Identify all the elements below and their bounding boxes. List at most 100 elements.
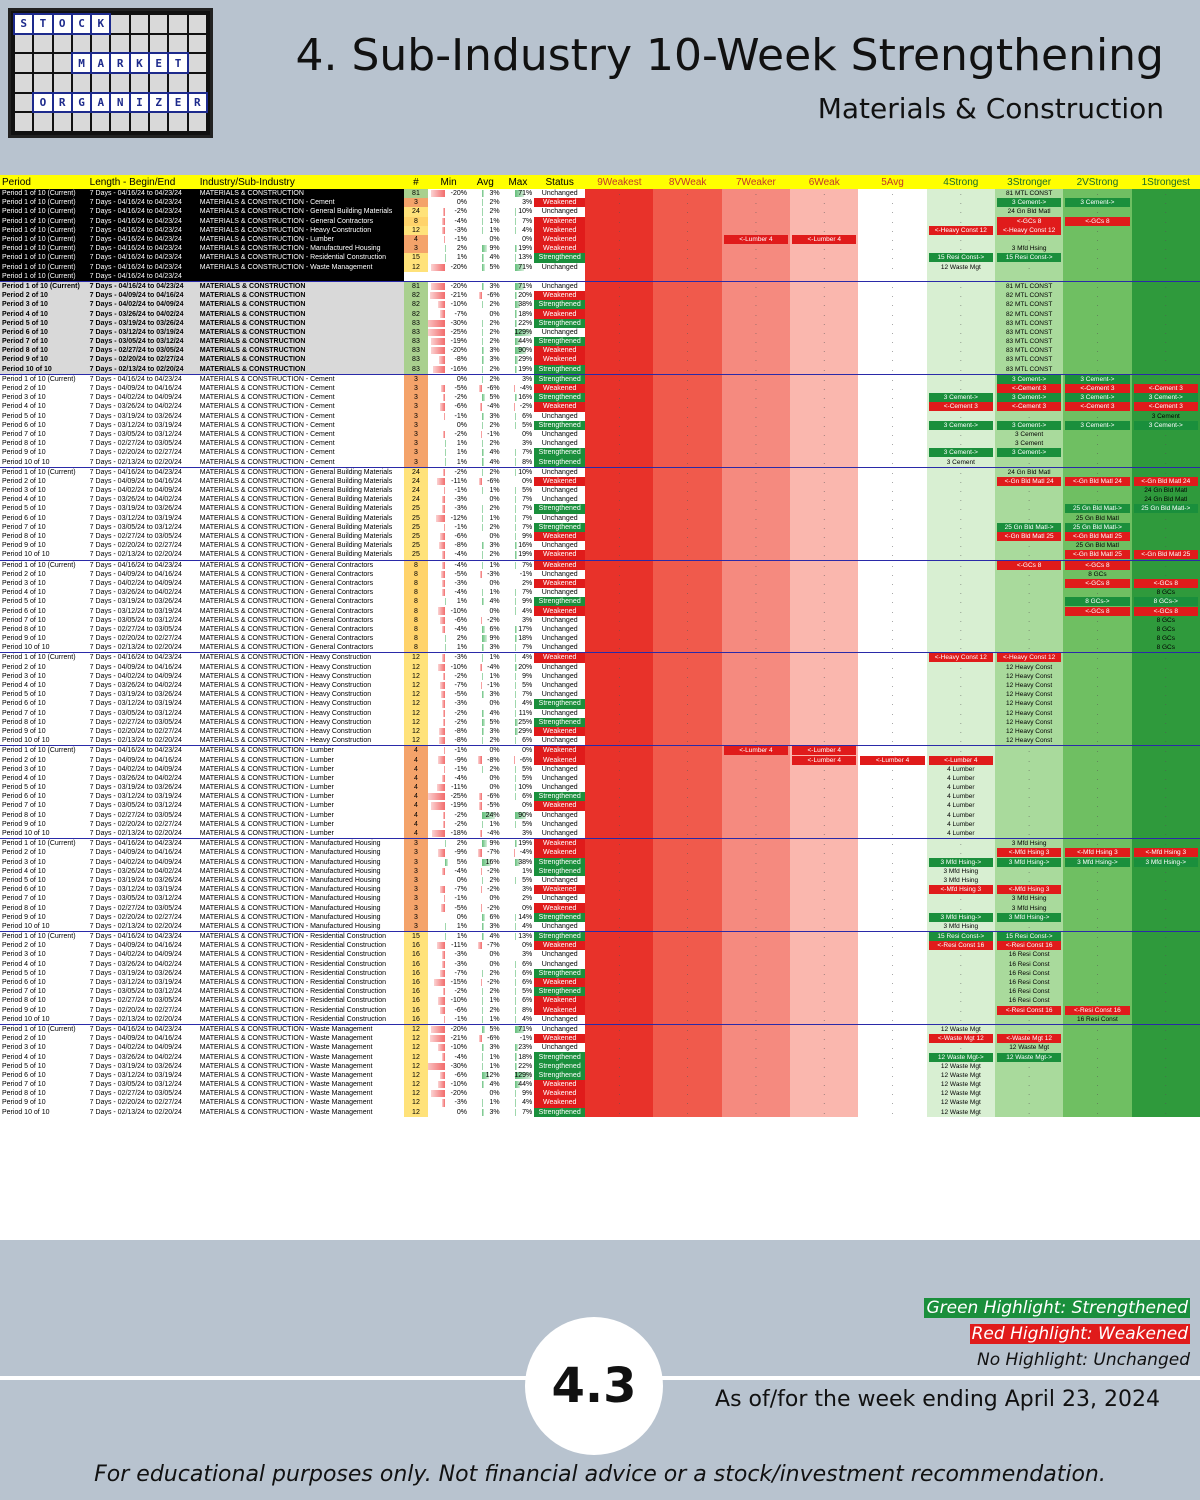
strength-bucket-cell: . [585,559,654,570]
pct-value: -1% [454,236,467,244]
max-cell: 5% [502,765,535,774]
strength-bucket-cell: <-Lumber 4 [721,745,791,756]
empty-marker: . [686,774,689,782]
empty-marker: . [1096,933,1099,941]
empty-marker: . [959,533,962,541]
industry-cell: MATERIALS & CONSTRUCTION - Lumber [199,756,334,764]
strength-bucket-cell: . [721,634,791,644]
databar [514,365,518,373]
empty-marker: . [823,811,826,819]
strength-bucket-cell: 83 MTL CONST [994,337,1064,347]
pct-value: 2% [489,765,500,773]
column-header: Length - Begin/End [87,175,198,189]
period-cell: Period 8 of 10 [2,1090,46,1098]
logo-cell: M [70,52,93,74]
strength-bucket-cell: . [1063,615,1132,625]
empty-marker: . [891,700,894,708]
empty-marker: . [686,430,689,438]
empty-marker: . [823,551,826,559]
length-cell: 7 Days - 02/13/24 to 02/20/24 [89,458,182,466]
strength-bucket-cell: . [858,198,927,208]
databar [514,978,516,987]
databar [514,561,516,569]
pct-value: 1% [489,217,500,225]
empty-marker: . [618,458,621,466]
empty-marker: . [823,635,826,643]
pct-value: 22% [518,319,533,327]
databar [482,523,484,531]
empty-marker: . [686,942,689,950]
empty-marker: . [754,756,757,764]
empty-marker: . [959,365,962,373]
strength-bucket-cell: . [721,885,791,895]
strength-bucket-cell: . [858,624,927,634]
empty-marker: . [754,328,757,336]
industry-cell: MATERIALS & CONSTRUCTION - Waste Managem… [199,1099,373,1107]
empty-marker: . [1164,942,1167,950]
strength-bucket-cell: . [653,606,722,616]
strength-bucket-cell: . [653,708,722,718]
count-cell: 12 [403,652,429,663]
empty-marker: . [754,922,757,930]
table-header-row: Period Length - Begin/End Industry/Sub-Ind… [0,175,1200,189]
logo-cell [150,34,168,53]
max-cell: 10% [502,783,535,792]
status-cell: Weakened [534,755,586,765]
databar [482,654,483,662]
databar [482,1006,484,1014]
strength-bucket-cell: 3 Mfd Hsing-> [994,912,1064,922]
strength-bucket-cell: . [994,643,1064,653]
strength-bucket-cell: . [585,1014,654,1025]
strength-bucket-cell: . [585,736,654,746]
databar [482,1044,484,1052]
min-cell: -25% [428,328,469,337]
avg-cell: 9% [469,634,502,643]
min-cell: 2% [428,244,469,253]
bucket-label: 3 Mfd Hsing [1011,840,1047,848]
strength-bucket-cell: . [858,189,927,199]
max-cell: 4% [502,226,535,235]
empty-marker: . [618,997,621,1005]
strength-bucket-cell: 12 Heavy Const [994,690,1064,700]
industry-cell: MATERIALS & CONSTRUCTION - Manufactured … [199,867,381,875]
count-cell: 3 [403,373,429,384]
strength-bucket-cell: . [994,745,1064,756]
empty-marker: . [1164,542,1167,550]
empty-marker: . [891,1006,894,1014]
strength-bucket-cell: . [653,346,722,356]
strength-bucket-cell: . [1131,198,1200,208]
table-row: Period 3 of 10 7 Days - 04/02/24 to 04/09… [0,1043,1200,1053]
strength-bucket-cell: 3 Cement-> [1063,420,1132,430]
empty-marker: . [1096,895,1099,903]
logo-cell [188,73,206,92]
empty-marker: . [686,477,689,485]
strength-bucket-cell: . [653,996,722,1006]
pct-value: -11% [451,477,467,485]
pct-value: 5% [489,394,500,402]
length-cell: 7 Days - 04/16/24 to 04/23/24 [87,225,198,235]
table-row: Period 5 of 10 7 Days - 03/19/24 to 03/26… [0,690,1200,700]
strength-bucket-cell: . [858,690,927,700]
empty-marker: . [686,840,689,848]
strength-bucket-cell: <-Mfd Hsing 3 [1131,848,1200,858]
pct-value: 2% [456,840,467,848]
strength-bucket-cell: . [1063,448,1132,458]
strength-bucket-cell: . [858,652,927,663]
pct-value: -15% [450,979,467,987]
length-cell: 7 Days - 02/20/24 to 02/27/24 [89,449,182,457]
strength-bucket-cell: . [585,578,654,589]
strength-bucket-cell: . [1131,429,1200,440]
bucket-label: 82 MTL CONST [1005,310,1053,318]
table-row: Period 3 of 10 7 Days - 04/02/24 to 04/09… [0,764,1200,774]
pct-value: 0% [522,236,533,244]
empty-marker: . [1164,840,1167,848]
empty-marker: . [1164,1015,1167,1023]
strength-bucket-cell: . [585,755,654,765]
strength-bucket-cell: . [585,950,654,960]
strength-bucket-cell: . [790,736,859,746]
min-cell: -7% [428,969,469,978]
strength-bucket-cell: . [994,615,1064,625]
databar [482,635,487,643]
strength-bucket-cell: . [1131,216,1200,226]
